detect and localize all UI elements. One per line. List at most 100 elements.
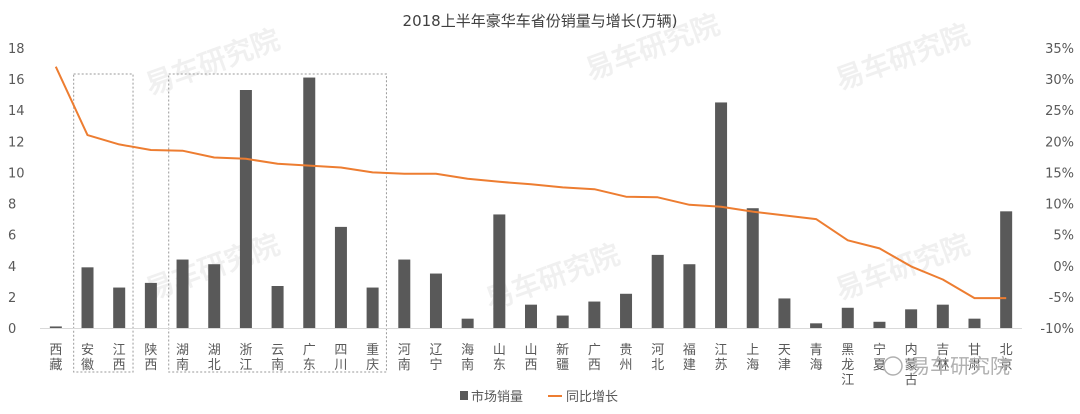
- bar-series: [49, 77, 1013, 328]
- right-axis-tick-label: 10%: [1045, 198, 1074, 213]
- category-label: 陕西: [144, 343, 157, 373]
- right-axis-tick-label: -10%: [1040, 322, 1074, 337]
- right-axis-tick-label: 30%: [1045, 73, 1074, 88]
- highlight-group-box: [73, 73, 134, 373]
- watermark-text: 易车研究院: [831, 18, 974, 97]
- left-axis-tick-label: 18: [8, 42, 25, 57]
- category-label: 山东: [493, 343, 506, 373]
- corner-watermark-text: 易车研究院: [910, 354, 1010, 378]
- right-axis-tick-label: -5%: [1049, 291, 1074, 306]
- left-axis-tick-label: 6: [8, 229, 16, 244]
- left-axis-tick-label: 4: [8, 260, 16, 275]
- bar-甘肃: [968, 318, 981, 328]
- left-axis-tick-label: 12: [8, 135, 25, 150]
- growth-line: [54, 66, 1007, 300]
- category-label: 黑龙江: [841, 343, 854, 388]
- right-axis-ticks: -10% -5% 0% 5% 10% 15% 20% 25% 30% 35%: [1040, 42, 1074, 337]
- bar-湖南: [176, 259, 189, 328]
- category-label: 浙江: [239, 343, 252, 373]
- legend-bar-label: 市场销量: [471, 389, 523, 405]
- bar-辽宁: [429, 273, 442, 328]
- right-axis-tick-label: 15%: [1045, 166, 1074, 181]
- chart-title: 2018上半年豪华车省份销量与增长(万辆): [403, 12, 678, 30]
- bar-青海: [810, 323, 823, 328]
- category-label: 内蒙古: [905, 342, 918, 388]
- bar-天津: [778, 298, 791, 328]
- bar-吉林: [936, 304, 949, 328]
- legend-bar-swatch: [460, 391, 468, 400]
- category-label: 云南: [271, 343, 284, 373]
- category-label: 福建: [683, 343, 696, 373]
- category-label: 北京: [1000, 343, 1013, 373]
- bar-海南: [461, 318, 474, 328]
- category-label: 上海: [746, 343, 759, 373]
- bar-北京: [1000, 211, 1013, 328]
- category-label: 辽宁: [429, 343, 442, 373]
- bar-内蒙古: [905, 309, 918, 328]
- bar-广西: [588, 301, 601, 328]
- category-label: 青海: [810, 343, 823, 373]
- left-axis-tick-label: 8: [8, 198, 16, 213]
- category-label: 重庆: [366, 342, 379, 373]
- category-label: 甘肃: [968, 343, 981, 373]
- legend: 市场销量 同比增长: [460, 389, 618, 405]
- bar-江西: [113, 287, 126, 328]
- category-label: 宁夏: [873, 342, 886, 373]
- category-label: 江西: [113, 343, 126, 373]
- right-axis-tick-label: 25%: [1045, 104, 1074, 119]
- left-axis-tick-label: 14: [8, 104, 25, 119]
- category-label: 广东: [303, 343, 316, 373]
- right-axis-tick-label: 20%: [1045, 135, 1074, 150]
- right-axis-tick-label: 5%: [1053, 229, 1074, 244]
- left-axis-tick-label: 0: [8, 322, 16, 337]
- category-labels: 西藏安徽江西陕西湖南湖北浙江云南广东四川重庆河南辽宁海南山东山西新疆广西贵州河北…: [49, 342, 1012, 388]
- bar-河南: [398, 259, 411, 328]
- category-label: 安徽: [81, 343, 94, 373]
- bar-山西: [525, 304, 537, 328]
- category-label: 山西: [524, 343, 537, 373]
- category-label: 湖北: [208, 343, 221, 373]
- category-label: 西藏: [49, 343, 62, 373]
- category-label: 江苏: [715, 343, 728, 373]
- bar-西藏: [49, 326, 62, 328]
- bar-贵州: [620, 293, 633, 328]
- category-label: 广西: [588, 343, 601, 373]
- category-label: 海南: [461, 343, 474, 373]
- bar-上海: [746, 208, 759, 328]
- category-label: 河北: [651, 343, 664, 373]
- watermark-text: 易车研究院: [141, 23, 284, 102]
- category-label: 河南: [398, 343, 411, 373]
- bar-广东: [303, 77, 316, 328]
- wechat-icon: [883, 356, 903, 376]
- left-axis-tick-label: 2: [8, 291, 16, 306]
- left-axis-tick-label: 10: [8, 166, 25, 181]
- bar-云南: [271, 286, 284, 328]
- category-label: 吉林: [936, 343, 949, 373]
- bar-四川: [334, 226, 347, 328]
- bar-河北: [651, 254, 664, 328]
- bar-江苏: [715, 102, 728, 328]
- bar-湖北: [208, 264, 221, 328]
- category-label: 四川: [334, 343, 347, 373]
- category-label: 新疆: [556, 342, 569, 373]
- left-axis-ticks: 0 2 4 6 8 10 12 14 16 18: [8, 42, 25, 337]
- bar-宁夏: [873, 321, 886, 328]
- bar-黑龙江: [841, 307, 854, 328]
- corner-watermark: 易车研究院: [883, 354, 1010, 378]
- bar-重庆: [366, 287, 379, 328]
- right-axis-tick-label: 0%: [1053, 260, 1074, 275]
- category-label: 天津: [778, 343, 791, 373]
- right-axis-tick-label: 35%: [1045, 42, 1074, 57]
- bar-安徽: [81, 267, 94, 328]
- highlight-groups: [73, 73, 387, 373]
- left-axis-tick-label: 16: [8, 73, 25, 88]
- bar-新疆: [556, 315, 569, 328]
- highlight-group-box: [168, 73, 387, 373]
- category-label: 湖南: [176, 343, 189, 373]
- category-label: 贵州: [620, 343, 633, 373]
- bar-浙江: [239, 90, 252, 328]
- watermark-text: 易车研究院: [831, 228, 974, 307]
- bar-陕西: [144, 282, 157, 328]
- legend-line-label: 同比增长: [566, 390, 618, 405]
